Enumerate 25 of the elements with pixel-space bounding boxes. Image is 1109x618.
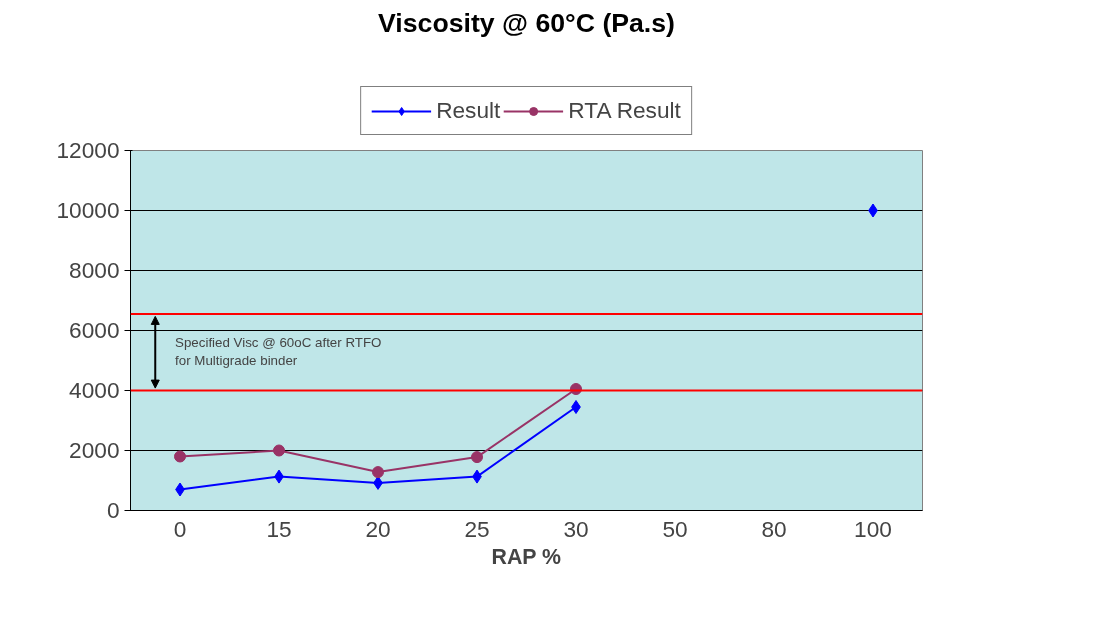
x-axis-title: RAP % (491, 544, 562, 569)
y-tick-label: 2000 (69, 437, 120, 463)
x-tick-label: 15 (266, 515, 292, 542)
x-tick-label: 30 (563, 515, 589, 542)
annotation: Specified Visc @ 60oC after RTFO for Multigrade binder (175, 335, 382, 368)
y-tick-label: 8000 (69, 257, 120, 283)
y-tick-label: 6000 (69, 317, 120, 343)
y-tick-label: 12000 (56, 137, 120, 163)
point (471, 451, 483, 464)
x-tick-label: 20 (365, 515, 391, 542)
legend-label: RTA Result (568, 97, 681, 124)
point (273, 444, 285, 457)
x-tick-label: 0 (173, 515, 187, 542)
x-tick-label: 50 (662, 515, 688, 542)
point (372, 466, 384, 479)
x-tick-label: 100 (854, 515, 892, 542)
chart-title: Viscosity @ 60°C (Pa.s) (378, 7, 675, 38)
legend-label: Result (436, 97, 501, 124)
y-tick-label: 4000 (69, 377, 120, 403)
point (571, 400, 581, 414)
x-tick-label: 80 (761, 515, 787, 542)
x-tick-label: 25 (464, 515, 490, 542)
y-tick-label: 0 (106, 497, 120, 523)
y-tick-label: 10000 (56, 197, 120, 223)
point (174, 450, 186, 463)
